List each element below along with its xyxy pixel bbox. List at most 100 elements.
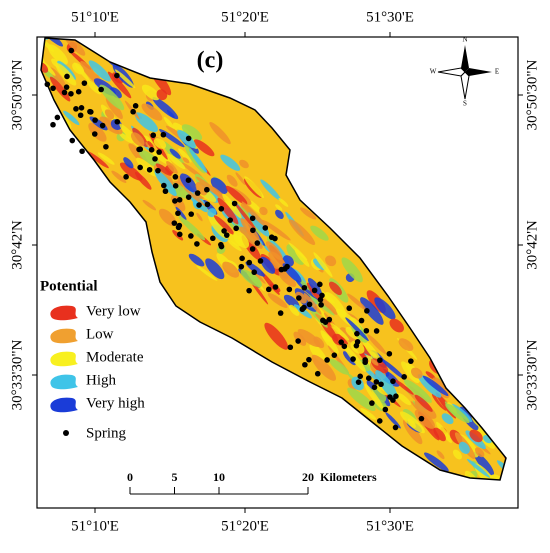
potential-patch (313, 336, 325, 349)
spring (311, 287, 318, 294)
watershed (40, 8, 507, 481)
spring (130, 108, 136, 115)
spring (386, 350, 393, 357)
potential-patch (138, 149, 160, 167)
spring (338, 339, 345, 345)
potential-patch (436, 450, 445, 460)
potential-patch (402, 419, 423, 445)
potential-patch (248, 272, 262, 287)
scale-unit: Kilometers (320, 470, 377, 484)
potential-patch (311, 354, 337, 381)
potential-patch (445, 403, 470, 424)
potential-patch (123, 157, 134, 169)
spring (378, 381, 384, 388)
spring (363, 327, 370, 334)
spring (246, 287, 252, 294)
scale-label: 0 (127, 470, 133, 484)
spring (137, 146, 144, 153)
spring (306, 356, 312, 363)
spring (387, 394, 393, 400)
potential-patch (347, 293, 367, 310)
potential-patch (275, 204, 283, 211)
spring (350, 356, 356, 362)
potential-patch (389, 318, 404, 333)
spring (314, 370, 321, 377)
potential-patch (347, 387, 376, 411)
potential-patch (63, 110, 80, 126)
potential-patch (370, 358, 379, 366)
potential-patch (422, 375, 449, 396)
potential-patch (267, 293, 288, 308)
spring (63, 84, 70, 90)
spring (358, 317, 365, 324)
spring (156, 149, 162, 155)
potential-patch (293, 331, 307, 346)
potential-patch (330, 322, 350, 341)
spring (69, 137, 76, 144)
spring (401, 374, 407, 380)
potential-patch (99, 84, 125, 111)
spring (68, 90, 74, 97)
potential-patch (114, 69, 136, 89)
spring (301, 284, 308, 291)
spring (185, 135, 192, 142)
spring (148, 146, 155, 153)
spring (61, 89, 68, 96)
potential-patch (329, 358, 349, 375)
potential-patch (239, 159, 249, 169)
spring (408, 358, 414, 364)
potential-patch (321, 298, 338, 315)
potential-patch (118, 132, 134, 144)
spring (99, 122, 106, 129)
spring (132, 103, 139, 109)
spring (306, 301, 313, 308)
potential-patch (175, 206, 187, 220)
potential-patch (264, 322, 289, 350)
potential-patch (196, 265, 218, 281)
potential-patch (182, 157, 190, 164)
scale-label: 5 (172, 470, 178, 484)
legend-swatch (50, 328, 78, 344)
potential-patch (189, 148, 208, 173)
spring (376, 418, 383, 424)
potential-patch (310, 225, 329, 241)
scale-label: 10 (213, 470, 225, 484)
spring (362, 359, 368, 366)
spring (210, 235, 216, 242)
spring (155, 167, 161, 174)
potential-patch (207, 208, 217, 218)
potential-patch (213, 215, 235, 235)
potential-patch (423, 452, 449, 472)
spring (272, 284, 279, 290)
spring (364, 308, 370, 314)
spring (277, 310, 284, 316)
potential-patch (147, 140, 154, 148)
potential-patch (44, 8, 68, 34)
potential-patch (41, 58, 56, 76)
legend-label: High (86, 372, 117, 388)
potential-patch (119, 162, 143, 181)
compass: N E S W (430, 36, 499, 108)
spring (341, 343, 348, 350)
spring (92, 117, 98, 123)
legend-spring: Spring (86, 425, 127, 441)
potential-patch (244, 176, 264, 199)
potential-patch (97, 152, 115, 165)
legend-label: Very high (86, 395, 145, 411)
potential-patch (209, 122, 231, 145)
scale-label: 20 (302, 470, 314, 484)
spring (326, 316, 333, 323)
potential-patch (452, 449, 462, 460)
potential-patch (261, 219, 291, 241)
spring (390, 378, 396, 385)
potential-patch (155, 163, 172, 176)
potential-patch (141, 84, 160, 101)
potential-patch (226, 174, 238, 187)
potential-patch (473, 451, 495, 476)
potential-patch (425, 371, 436, 380)
spring (103, 143, 109, 150)
potential-patch (233, 201, 257, 230)
potential-patch (375, 370, 398, 400)
potential-patch (381, 358, 406, 380)
bottom-label: 51°30'E (366, 518, 414, 534)
